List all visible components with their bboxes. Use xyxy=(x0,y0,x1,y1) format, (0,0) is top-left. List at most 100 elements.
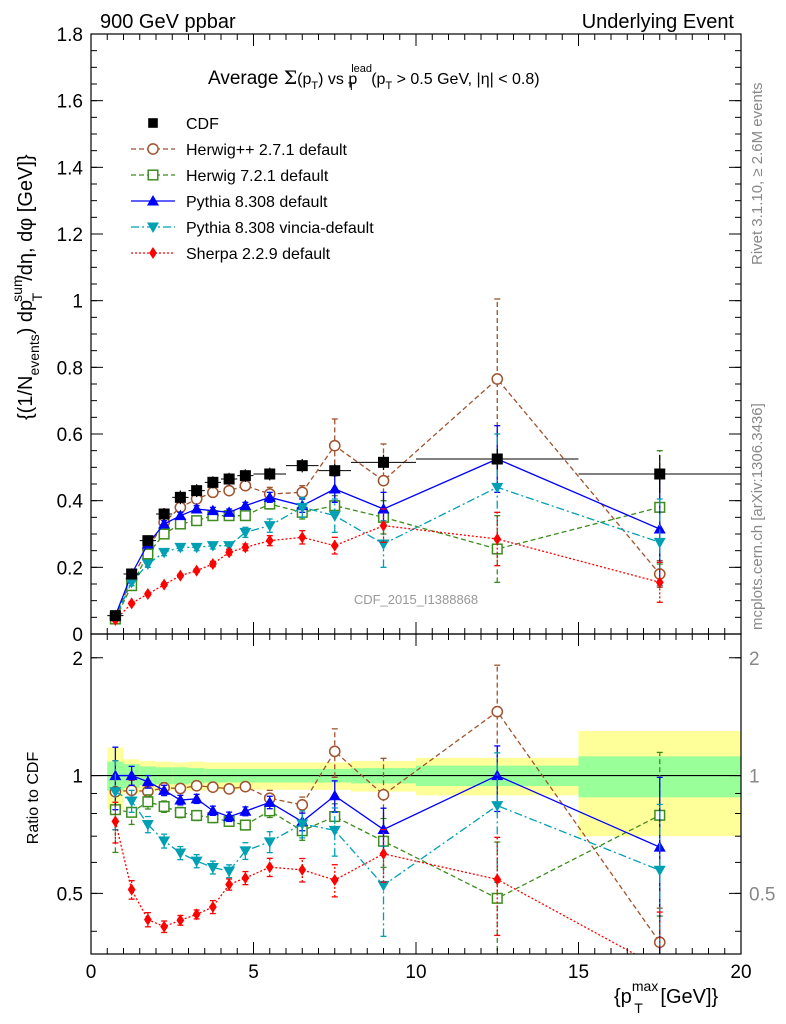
main-series-marker xyxy=(265,534,274,547)
main-series-marker xyxy=(491,373,504,385)
ratio-series-marker xyxy=(239,819,251,831)
main-series-marker xyxy=(225,546,234,559)
x-tick-label: 0 xyxy=(86,962,97,983)
ratio-panel: 0.5 0.51 12 20 5 10 15 20 xyxy=(57,633,775,983)
main-series-marker xyxy=(206,504,219,516)
ratio-series-marker xyxy=(141,819,154,831)
data-marker xyxy=(126,568,138,580)
main-series-marker xyxy=(263,521,276,532)
ratio-series-marker xyxy=(192,908,201,921)
legend-label: Herwig 7.2.1 default xyxy=(186,168,329,185)
ratio-series-marker xyxy=(174,806,186,819)
ratio-plot-area xyxy=(91,664,741,954)
data-marker xyxy=(296,460,308,472)
main-series-marker xyxy=(296,486,309,499)
data-marker xyxy=(264,468,276,480)
header-left: 900 GeV ppbar xyxy=(100,11,236,33)
ratio-series-marker xyxy=(377,880,390,892)
side-label-mcplots: mcplots.cern.ch [arXiv:1306.3436] xyxy=(749,403,766,630)
main-y-axis-label: {(1/Nevents) dpsum T/dη, dφ [GeV]} xyxy=(9,154,45,420)
ratio-series-marker xyxy=(239,846,252,857)
ratio-series-marker xyxy=(491,801,504,812)
ratio-series-marker xyxy=(239,780,252,793)
main-y-tick-label: 0.4 xyxy=(57,492,84,513)
ratio-series-marker xyxy=(493,873,502,886)
main-series-marker xyxy=(298,531,307,544)
main-series-marker xyxy=(174,542,187,554)
main-series-marker xyxy=(377,474,390,487)
ratio-series-marker xyxy=(176,914,185,927)
ratio-series-marker xyxy=(207,781,219,794)
legend-label: Pythia 8.308 vincia-default xyxy=(186,220,374,237)
data-marker xyxy=(109,610,121,622)
data-marker xyxy=(329,465,341,477)
ratio-y-tick-label-right: 2 xyxy=(749,649,760,670)
legend-entry: Herwig++ 2.7.1 default xyxy=(131,142,348,159)
data-marker xyxy=(223,473,235,485)
main-y-tick-label: 1.2 xyxy=(57,225,83,246)
ratio-series-line xyxy=(115,791,660,887)
main-series-marker xyxy=(263,491,276,502)
ratio-y-tick-label-right: 0.5 xyxy=(749,884,775,905)
data-marker xyxy=(191,485,203,497)
legend-marker xyxy=(149,247,157,259)
ratio-series-marker xyxy=(190,779,203,792)
main-series-marker xyxy=(125,577,138,589)
main-series-marker xyxy=(241,541,250,554)
ratio-series-marker xyxy=(191,809,203,822)
main-series-marker xyxy=(330,539,339,552)
main-series-marker xyxy=(328,483,341,494)
main-series-marker xyxy=(158,518,171,529)
legend-label: Sherpa 2.2.9 default xyxy=(186,246,331,263)
data-marker xyxy=(654,468,666,480)
ratio-y-tick-label: 0.5 xyxy=(57,884,83,905)
ratio-series-marker xyxy=(158,784,171,795)
ratio-y-tick-label-right: 1 xyxy=(749,767,760,788)
main-series-marker xyxy=(190,542,203,554)
main-series-marker xyxy=(192,564,201,577)
ratio-series-marker xyxy=(160,920,169,933)
ratio-series-marker xyxy=(379,847,388,860)
main-y-tick-label: 0.6 xyxy=(57,425,83,446)
main-series-marker xyxy=(655,576,664,589)
ratio-series-marker xyxy=(377,823,390,834)
ratio-series-marker xyxy=(298,863,307,876)
ratio-series-marker xyxy=(241,871,250,884)
main-series-marker xyxy=(239,499,252,511)
ratio-series-marker xyxy=(142,796,154,808)
legend: CDF Herwig++ 2.7.1 default Herwig 7.2.1 de… xyxy=(131,116,374,263)
main-series-marker xyxy=(296,502,309,514)
ratio-series-marker xyxy=(158,836,171,847)
main-y-tick-label: 0.2 xyxy=(57,558,83,579)
legend-label: CDF xyxy=(186,116,219,133)
ratio-series-marker xyxy=(127,883,136,896)
ratio-series-4 xyxy=(111,801,663,954)
ratio-series-marker xyxy=(653,865,666,877)
main-series-marker xyxy=(158,547,171,559)
legend-entry: CDF xyxy=(148,116,219,133)
main-series-marker xyxy=(223,484,235,497)
main-series-marker xyxy=(223,506,236,517)
ratio-series-marker xyxy=(263,796,276,807)
data-marker xyxy=(378,456,389,468)
ratio-series-marker xyxy=(206,862,219,874)
ratio-series-marker xyxy=(125,769,138,781)
x-tick-label: 5 xyxy=(248,962,259,983)
ratio-series-marker xyxy=(328,825,341,837)
main-series-marker xyxy=(239,527,252,539)
ratio-series-marker xyxy=(143,913,152,926)
main-series-marker xyxy=(207,486,219,499)
legend-marker xyxy=(148,118,158,128)
main-y-tick-label: 1.4 xyxy=(57,158,84,179)
ratio-series-marker xyxy=(328,789,341,801)
data-marker xyxy=(142,535,154,547)
ratio-series-marker xyxy=(174,794,187,805)
main-series-marker xyxy=(239,510,251,522)
ratio-series-marker xyxy=(190,856,203,868)
main-series-marker xyxy=(127,597,136,610)
legend-entry: Sherpa 2.2.9 default xyxy=(131,246,331,263)
main-series-marker xyxy=(493,533,502,545)
data-marker xyxy=(491,453,503,465)
main-series-marker xyxy=(377,503,390,514)
ratio-series-marker xyxy=(190,792,203,804)
